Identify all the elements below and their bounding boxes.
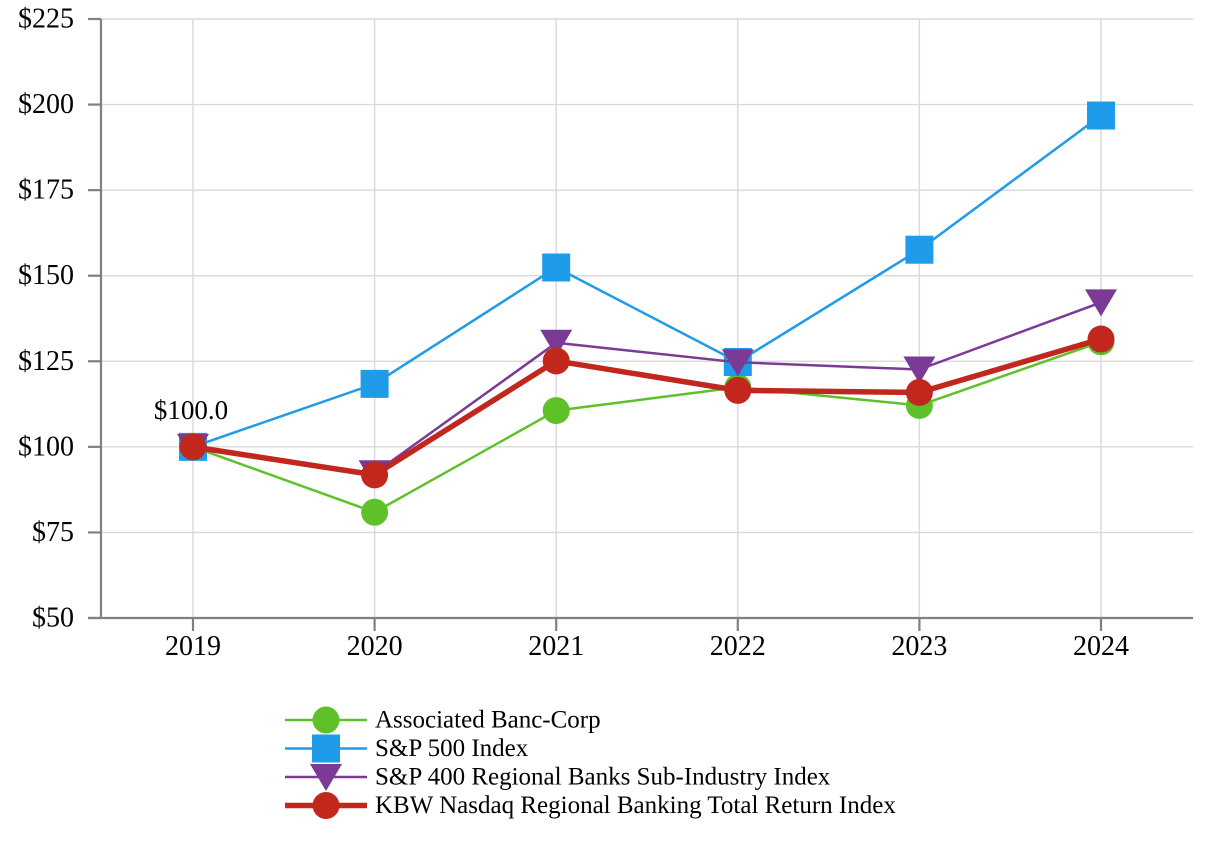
legend-marker-swatch: [312, 734, 340, 763]
y-axis-label: $150: [18, 260, 74, 291]
legend-marker-swatch: [312, 706, 340, 734]
legend-item: S&P 400 Regional Banks Sub-Industry Inde…: [285, 764, 831, 791]
y-axis-label: $75: [32, 517, 74, 548]
data-marker: [721, 349, 754, 377]
series-line: [191, 114, 1103, 449]
y-axis-label: $225: [18, 4, 74, 35]
grid-layer: [101, 18, 1193, 618]
data-marker: [542, 253, 571, 282]
y-axis-label: $50: [32, 603, 74, 634]
legend-marker-swatch: [310, 764, 342, 791]
data-marker: [905, 378, 933, 406]
y-axis-label: $200: [18, 89, 74, 120]
x-axis-label: 2023: [891, 631, 947, 662]
legend-item: Associated Banc-Corp: [285, 706, 601, 734]
legend-item: S&P 500 Index: [285, 734, 529, 763]
data-marker: [360, 369, 389, 398]
data-marker: [540, 329, 573, 357]
series-4: [179, 325, 1115, 489]
data-marker: [724, 376, 752, 404]
x-axis-label: 2020: [347, 631, 403, 662]
series-line: [190, 336, 1104, 478]
x-axis-label: 2022: [710, 631, 766, 662]
legend-label: S&P 400 Regional Banks Sub-Industry Inde…: [375, 764, 831, 791]
data-marker: [1087, 101, 1115, 130]
series-line: [191, 301, 1103, 475]
legend-label: S&P 500 Index: [375, 735, 529, 762]
data-marker: [1085, 289, 1117, 317]
start-value-annotation: $100.0: [154, 395, 228, 425]
series-3: [177, 289, 1117, 488]
data-marker: [179, 433, 207, 461]
legend-item: KBW Nasdaq Regional Banking Total Return…: [285, 792, 896, 819]
series-2: [179, 101, 1115, 461]
series-layer: [177, 101, 1117, 526]
data-marker: [542, 347, 570, 375]
y-axis-label: $175: [18, 175, 74, 206]
data-marker: [361, 498, 389, 526]
x-axis-label: 2021: [528, 631, 584, 662]
data-marker: [905, 235, 934, 264]
axis-layer: [88, 17, 1193, 631]
legend-label: Associated Banc-Corp: [375, 707, 601, 734]
annotation-layer: $100.0: [154, 395, 228, 425]
data-marker: [542, 397, 570, 425]
series-line: [191, 340, 1103, 514]
data-marker: [903, 356, 936, 384]
x-axis-label: 2024: [1073, 631, 1129, 662]
label-layer: $50 $75 $100 $125 $150 $175 $200 $225 2019 2020 20…: [18, 4, 1129, 663]
series-1: [179, 328, 1115, 526]
y-axis-label: $125: [18, 346, 74, 377]
data-marker: [1087, 325, 1115, 353]
data-marker: [361, 461, 389, 489]
legend-marker-swatch: [312, 792, 340, 819]
x-axis-label: 2019: [165, 631, 221, 662]
legend-label: KBW Nasdaq Regional Banking Total Return…: [375, 792, 896, 819]
y-axis-label: $100: [18, 431, 74, 462]
